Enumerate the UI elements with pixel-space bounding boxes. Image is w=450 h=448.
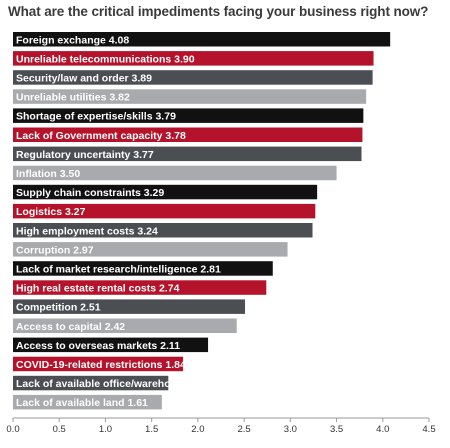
bar-label: Access to capital 2.42	[16, 321, 125, 333]
bar	[13, 184, 318, 200]
bar	[13, 299, 246, 314]
x-tick-label: 4.5	[422, 424, 435, 435]
bar	[13, 356, 184, 372]
bar-label: COVID-19-related restrictions 1.84	[16, 359, 186, 371]
bar-label: Shortage of expertise/skills 3.79	[16, 111, 176, 123]
bar	[13, 146, 362, 162]
bar	[13, 32, 391, 47]
x-tick-label: 2.0	[191, 424, 204, 435]
bar-label: Foreign exchange 4.08	[16, 34, 129, 46]
bar	[13, 318, 237, 333]
bar-label: Lack of market research/intelligence 2.8…	[16, 264, 221, 276]
bar	[13, 261, 273, 276]
x-tick-label: 0.5	[53, 424, 66, 435]
bar	[13, 242, 288, 257]
bar-label: Lack of available office/warehouse space…	[16, 378, 245, 390]
bar	[13, 337, 209, 353]
bar	[13, 108, 364, 123]
bar-label: Inflation 3.50	[16, 168, 80, 180]
bar	[13, 89, 367, 104]
x-tick-label: 1.5	[145, 424, 158, 435]
bar-label: Competition 2.51	[16, 302, 101, 314]
bar	[13, 223, 313, 238]
bar-label: Supply chain constraints 3.29	[16, 187, 164, 199]
x-tick-label: 2.5	[238, 424, 251, 435]
bar-label: Corruption 2.97	[16, 244, 94, 256]
x-tick-label: 0.0	[6, 424, 19, 435]
bar	[13, 280, 267, 295]
bar-label: High real estate rental costs 2.74	[16, 283, 180, 295]
bar-label: Lack of Government capacity 3.78	[16, 130, 186, 142]
bar	[13, 394, 162, 410]
bar	[13, 165, 337, 181]
bar-label: Unreliable utilities 3.82	[16, 92, 130, 104]
bar-label: Access to overseas markets 2.11	[16, 340, 180, 352]
x-tick-label: 4.0	[376, 424, 389, 435]
bar-label: Security/law and order 3.89	[16, 73, 152, 85]
bar-label: High employment costs 3.24	[16, 225, 158, 237]
chart-title: What are the critical impediments facing…	[8, 4, 429, 19]
bar-label: Logistics 3.27	[16, 206, 86, 218]
bar	[13, 51, 374, 66]
bar-label: Unreliable telecommunications 3.90	[16, 53, 195, 65]
bar	[13, 203, 316, 219]
bar	[13, 70, 373, 85]
bar-label: Regulatory uncertainty 3.77	[16, 149, 154, 161]
x-tick-label: 3.0	[284, 424, 297, 435]
bar-label: Lack of available land 1.61	[16, 397, 148, 409]
bar	[13, 127, 363, 142]
bar	[13, 375, 169, 391]
x-tick-label: 1.0	[99, 424, 112, 435]
x-tick-label: 3.5	[330, 424, 343, 435]
